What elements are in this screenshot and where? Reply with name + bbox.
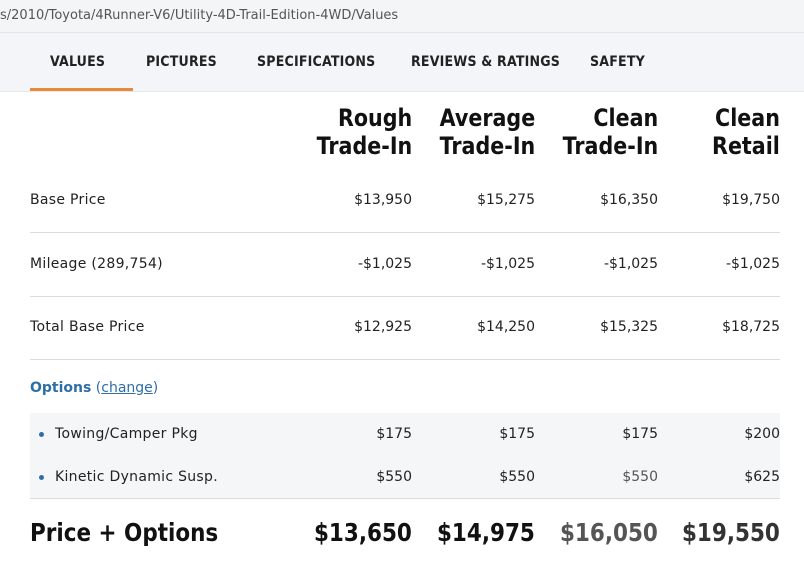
value-average-trade-in: $550	[499, 469, 535, 485]
column-header-line2: Trade-In	[316, 132, 412, 160]
option-label: Kinetic Dynamic Susp.	[55, 469, 218, 485]
column-header-line1: Rough	[337, 104, 412, 132]
url-text[interactable]: s/2010/Toyota/4Runner-V6/Utility-4D-Trai…	[0, 8, 399, 23]
tab-pictures[interactable]: PICTURES	[146, 54, 217, 70]
price-plus-options-row: Price + Options $13,650 $14,975 $16,050 …	[30, 498, 780, 569]
option-row-kinetic-suspension: Kinetic Dynamic Susp. $550 $550 $550 $62…	[30, 456, 780, 499]
row-label: Mileage (289,754)	[30, 256, 163, 272]
value-clean-retail: $200	[744, 426, 780, 442]
close-paren: )	[152, 380, 159, 396]
value-clean-trade-in: $550	[622, 469, 658, 485]
value-rough-trade-in: $550	[376, 469, 412, 485]
column-header-line2: Trade-In	[439, 132, 535, 160]
column-header-rough-trade-in: Rough Trade-In	[316, 104, 412, 160]
tab-safety[interactable]: SAFETY	[590, 54, 645, 70]
total-clean-retail: $19,550	[682, 518, 780, 547]
open-paren: (	[95, 380, 102, 396]
column-header-line1: Clean	[715, 104, 780, 132]
bullet-icon	[39, 432, 44, 437]
column-header-line1: Average	[439, 104, 535, 132]
value-average-trade-in: $14,250	[477, 319, 535, 335]
bullet-icon	[39, 475, 44, 480]
column-header-line2: Retail	[712, 132, 780, 160]
value-rough-trade-in: -$1,025	[357, 256, 412, 272]
column-header-clean-trade-in: Clean Trade-In	[562, 104, 658, 160]
column-header-clean-retail: Clean Retail	[712, 104, 780, 160]
value-clean-retail: -$1,025	[725, 256, 780, 272]
value-average-trade-in: $175	[499, 426, 535, 442]
value-clean-trade-in: $175	[622, 426, 658, 442]
value-rough-trade-in: $12,925	[354, 319, 412, 335]
table-row-base-price: Base Price $13,950 $15,275 $16,350 $19,7…	[30, 169, 780, 233]
total-average-trade-in: $14,975	[437, 518, 535, 547]
address-bar[interactable]: s/2010/Toyota/4Runner-V6/Utility-4D-Trai…	[0, 0, 804, 33]
value-clean-retail: $18,725	[722, 319, 780, 335]
value-clean-retail: $19,750	[722, 192, 780, 208]
options-title: Options	[30, 380, 92, 396]
value-rough-trade-in: $175	[376, 426, 412, 442]
value-clean-retail: $625	[744, 469, 780, 485]
options-heading: Options (change)	[30, 380, 158, 396]
table-row-total-base-price: Total Base Price $12,925 $14,250 $15,325…	[30, 296, 780, 360]
tab-specifications[interactable]: SPECIFICATIONS	[257, 54, 376, 70]
value-clean-trade-in: $15,325	[600, 319, 658, 335]
tab-reviews-ratings[interactable]: REVIEWS & RATINGS	[411, 54, 561, 70]
value-clean-trade-in: -$1,025	[603, 256, 658, 272]
value-average-trade-in: $15,275	[477, 192, 535, 208]
option-row-towing: Towing/Camper Pkg $175 $175 $175 $200	[30, 413, 780, 456]
row-label: Base Price	[30, 192, 106, 208]
table-row-mileage: Mileage (289,754) -$1,025 -$1,025 -$1,02…	[30, 233, 780, 297]
column-header-line2: Trade-In	[562, 132, 658, 160]
total-rough-trade-in: $13,650	[314, 518, 412, 547]
value-average-trade-in: -$1,025	[480, 256, 535, 272]
option-label: Towing/Camper Pkg	[55, 426, 198, 442]
column-header-average-trade-in: Average Trade-In	[439, 104, 535, 160]
column-header-line1: Clean	[593, 104, 658, 132]
change-options-link[interactable]: change	[101, 380, 153, 396]
total-label: Price + Options	[30, 518, 219, 547]
total-clean-trade-in: $16,050	[560, 518, 658, 547]
value-rough-trade-in: $13,950	[354, 192, 412, 208]
tab-bar: VALUES PICTURES SPECIFICATIONS REVIEWS &…	[0, 33, 804, 92]
row-label: Total Base Price	[30, 319, 145, 335]
value-clean-trade-in: $16,350	[600, 192, 658, 208]
tab-values[interactable]: VALUES	[29, 33, 134, 91]
